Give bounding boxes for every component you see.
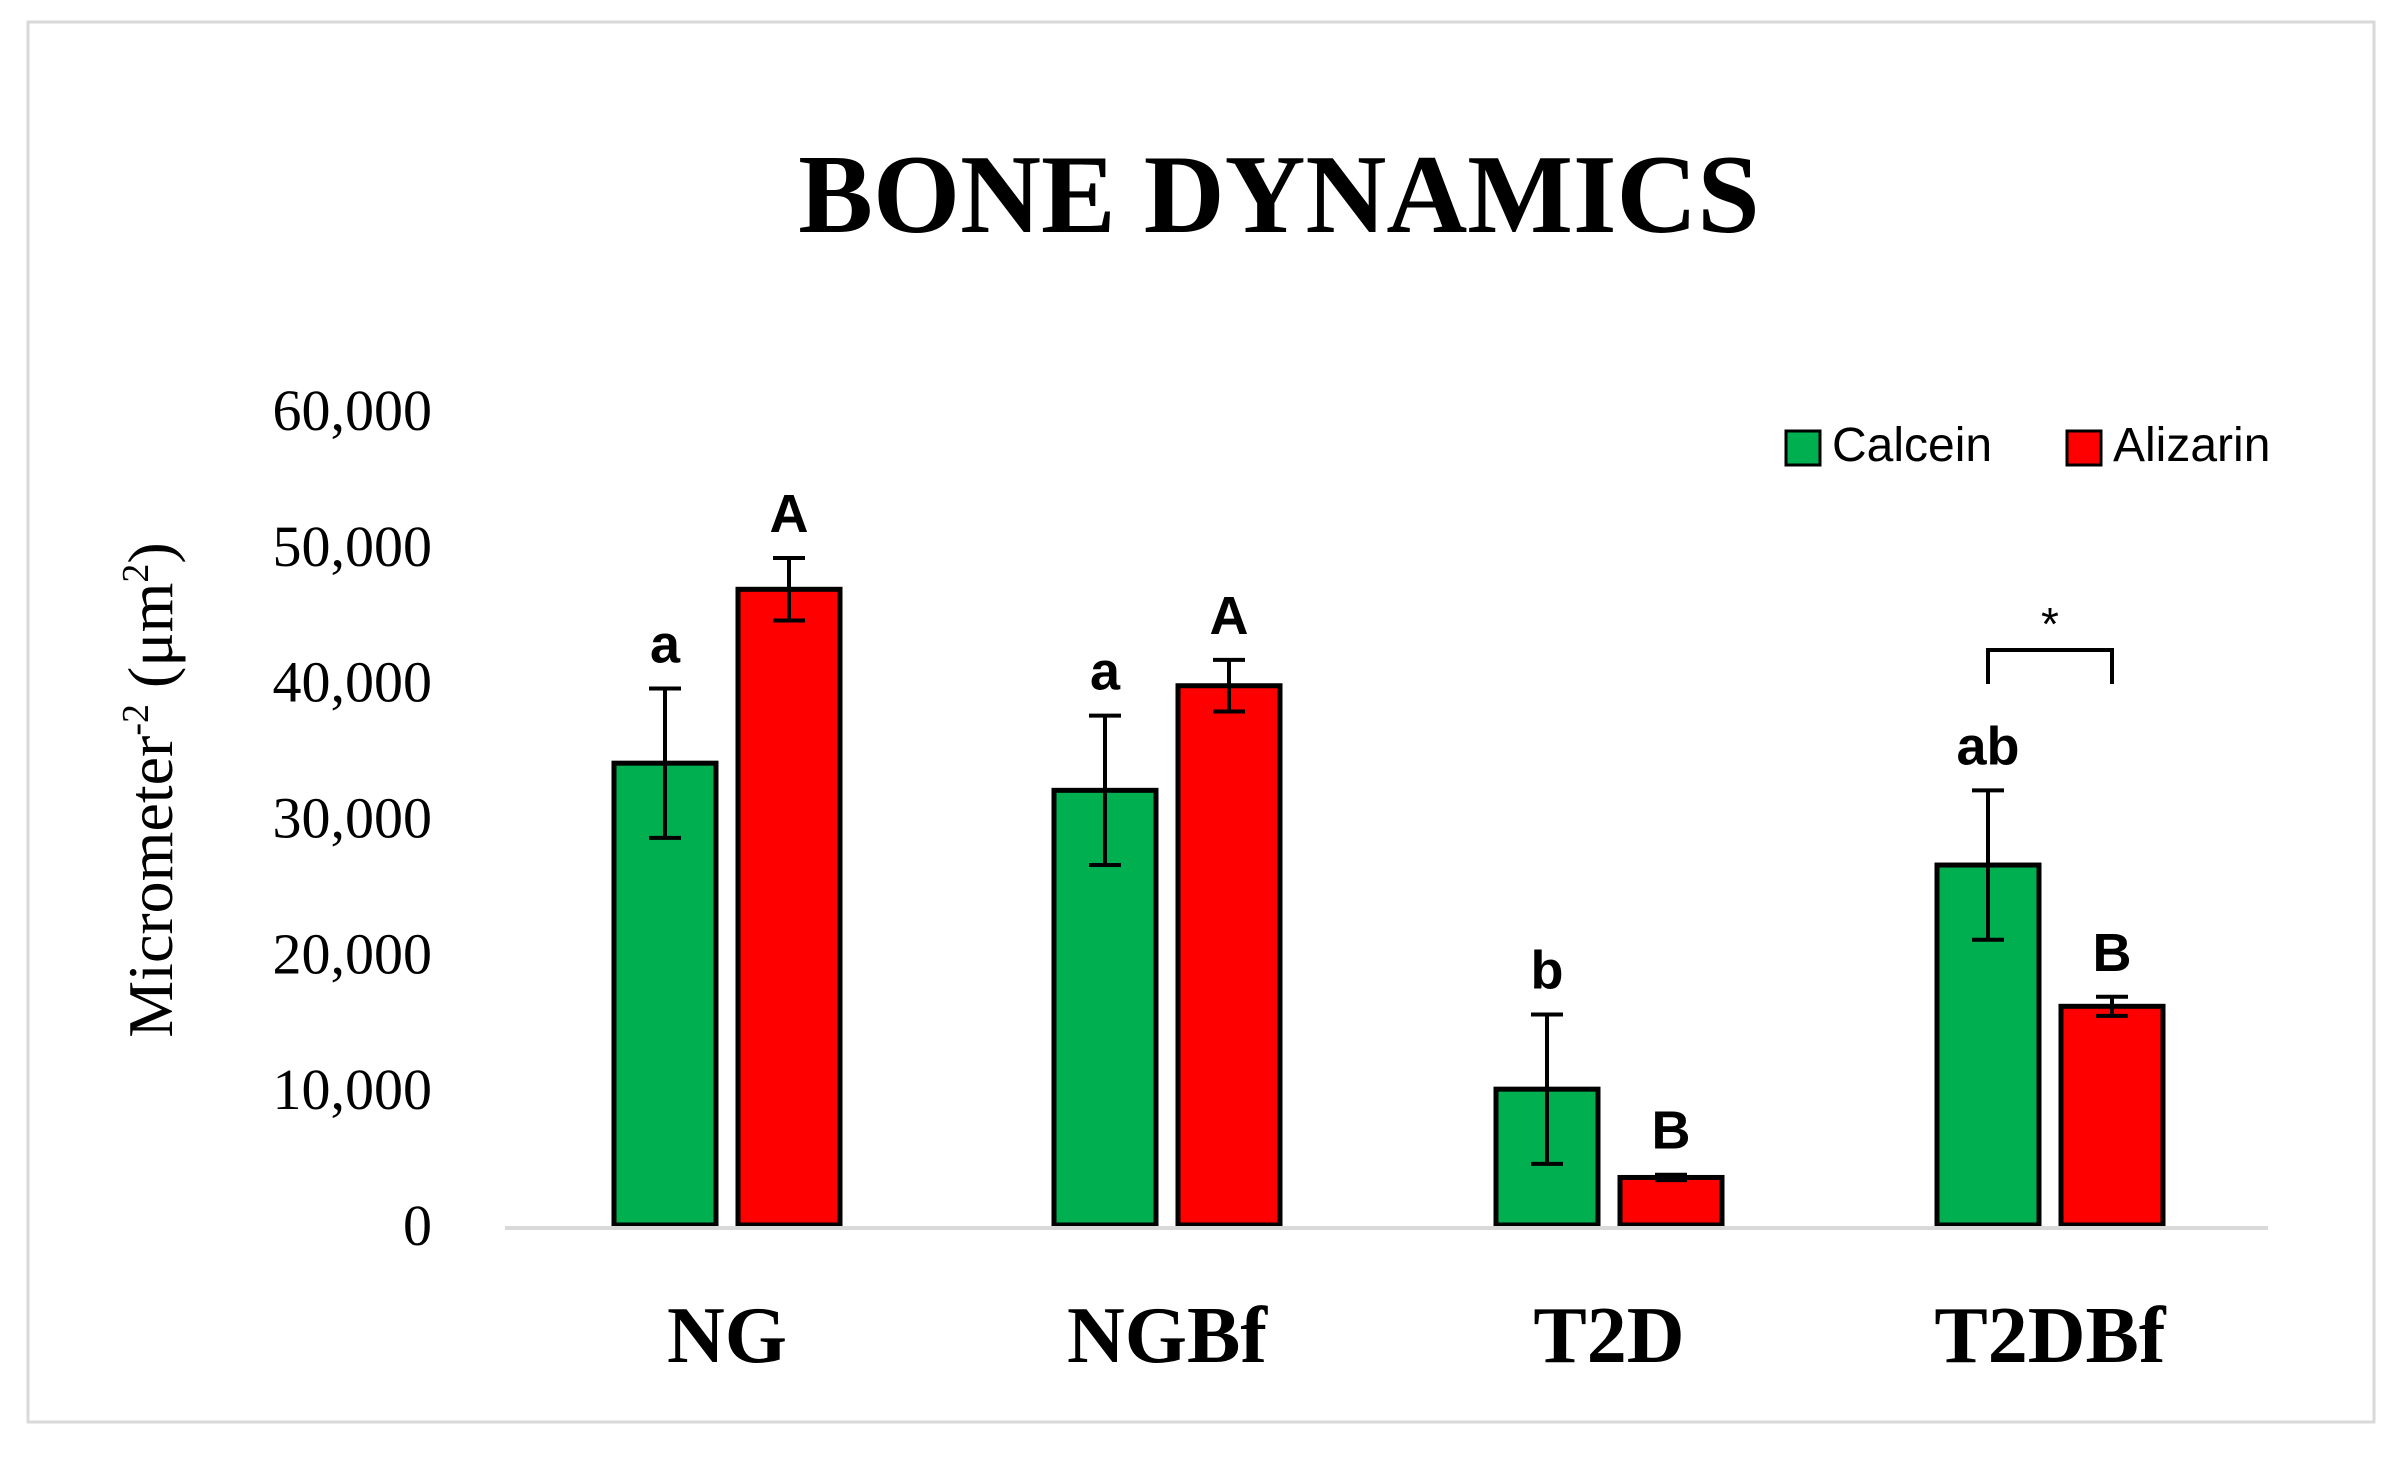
y-axis-label-unit-sup: 2 — [115, 564, 157, 583]
significance-bracket — [1986, 648, 2114, 684]
y-tick-label: 50,000 — [273, 514, 433, 579]
y-axis-label-text: Micrometer — [115, 736, 186, 1038]
svg-text:Micrometer-2 (μm2): Micrometer-2 (μm2) — [115, 542, 186, 1037]
legend: Calcein Alizarin — [1784, 419, 2270, 472]
y-axis-label: Micrometer-2 (μm2) — [115, 542, 186, 1037]
bar-letter-label: ab — [1956, 716, 2019, 776]
legend-swatch-alizarin — [2065, 429, 2103, 467]
bar-alizarin-t2dbf — [2058, 1003, 2166, 1228]
legend-swatch-calcein — [1784, 429, 1822, 467]
y-tick-label: 60,000 — [273, 378, 433, 443]
chart-title: BONE DYNAMICS — [798, 133, 1759, 257]
bar-letter-label: B — [2093, 923, 2132, 983]
bar-series — [611, 586, 2166, 1228]
bar-calcein-ng — [611, 760, 719, 1228]
bar-alizarin-ng — [735, 586, 843, 1228]
bar-alizarin-t2d — [1617, 1174, 1725, 1228]
x-category-label: NG — [667, 1292, 787, 1380]
y-tick-label: 0 — [403, 1193, 432, 1258]
chart-annotations: * — [1986, 598, 2114, 684]
bar-alizarin-ngbf — [1175, 683, 1283, 1228]
y-tick-label: 30,000 — [273, 786, 433, 851]
y-tick-label: 20,000 — [273, 921, 433, 986]
bar-letter-label: A — [1210, 586, 1249, 646]
bar-letter-label: a — [1090, 642, 1121, 702]
x-category-label: T2D — [1533, 1292, 1684, 1380]
y-tick-label: 10,000 — [273, 1057, 433, 1122]
significance-star: * — [2041, 598, 2059, 650]
bar-letter-label: A — [770, 484, 809, 544]
bar-letter-label: B — [1652, 1101, 1691, 1161]
y-axis-label-unit-suffix: ) — [115, 542, 186, 563]
y-tick-labels: 0 10,000 20,000 30,000 40,000 50,000 60,000 — [273, 378, 433, 1258]
bar-letter-label: b — [1531, 940, 1564, 1000]
bar-letter-label: a — [650, 614, 681, 674]
y-axis-label-unit — [115, 688, 186, 704]
legend-label-calcein: Calcein — [1832, 419, 1992, 472]
error-bars — [649, 556, 2128, 1183]
y-axis-label-unit-prefix: (μm — [115, 583, 186, 688]
y-axis-label-sup: -2 — [115, 704, 157, 736]
x-category-labels: NG NGBf T2D T2DBf — [667, 1292, 2167, 1380]
legend-label-alizarin: Alizarin — [2113, 419, 2270, 472]
x-category-label: NGBf — [1067, 1292, 1268, 1380]
x-category-label: T2DBf — [1934, 1292, 2166, 1380]
y-tick-label: 40,000 — [273, 650, 433, 715]
